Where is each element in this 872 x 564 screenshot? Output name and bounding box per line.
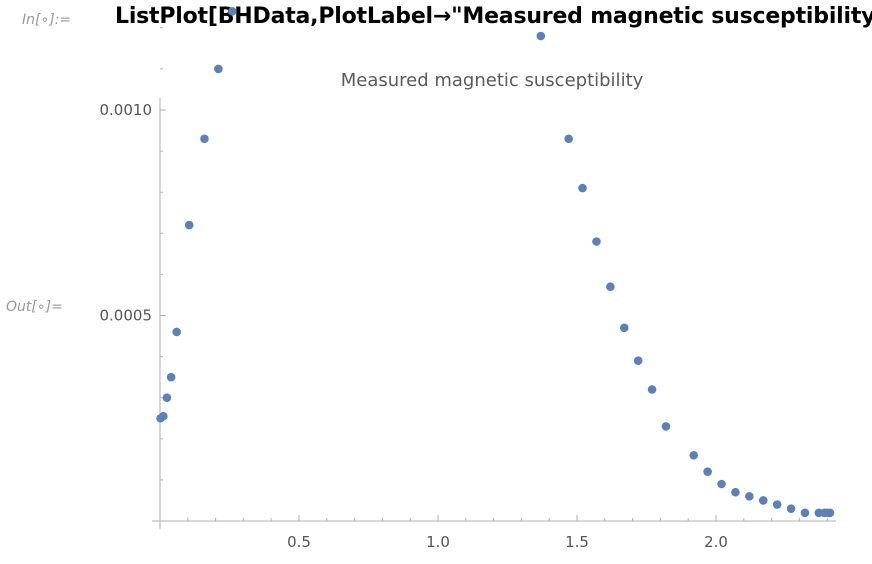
data-point bbox=[166, 372, 176, 382]
data-point bbox=[661, 422, 671, 431]
data-point bbox=[772, 500, 782, 509]
y-minor-ticks bbox=[160, 27, 163, 481]
data-point bbox=[159, 411, 168, 421]
x-tick-label: 1.5 bbox=[565, 533, 589, 551]
data-point bbox=[172, 327, 181, 337]
data-point bbox=[184, 220, 194, 230]
chart-title: Measured magnetic susceptibility bbox=[341, 70, 644, 91]
data-point bbox=[578, 183, 587, 193]
y-tick-label: 0.0010 bbox=[100, 101, 153, 119]
data-point bbox=[717, 479, 726, 489]
x-tick-label: 0.5 bbox=[287, 533, 311, 551]
x-tick-label: 1.0 bbox=[426, 533, 450, 551]
data-point bbox=[227, 7, 237, 16]
data-point bbox=[592, 237, 601, 246]
x-minor-ticks bbox=[187, 518, 828, 521]
data-point bbox=[758, 496, 768, 505]
input-cell-label: In[∘]:= bbox=[22, 12, 72, 28]
data-point bbox=[800, 508, 810, 518]
data-point bbox=[619, 323, 629, 333]
data-points bbox=[156, 7, 835, 518]
data-point bbox=[731, 487, 740, 497]
data-point bbox=[633, 356, 643, 366]
data-point bbox=[786, 504, 796, 513]
data-point bbox=[214, 64, 223, 74]
y-tick-label: 0.0005 bbox=[100, 307, 153, 325]
data-point bbox=[564, 134, 573, 144]
data-point bbox=[647, 385, 657, 394]
data-point bbox=[689, 450, 699, 460]
x-major-ticks: 0.5 1.0 1.5 2.0 bbox=[287, 515, 728, 551]
data-point bbox=[745, 492, 754, 501]
input-code[interactable]: ListPlot[BHData,PlotLabel→"Measured magn… bbox=[115, 4, 872, 29]
data-point bbox=[536, 31, 546, 41]
data-point bbox=[162, 393, 172, 403]
data-point bbox=[606, 282, 615, 292]
data-point bbox=[703, 467, 712, 476]
data-point bbox=[200, 134, 209, 144]
data-point bbox=[825, 508, 835, 518]
output-cell-label: Out[∘]= bbox=[6, 299, 63, 315]
x-tick-label: 2.0 bbox=[704, 533, 728, 551]
